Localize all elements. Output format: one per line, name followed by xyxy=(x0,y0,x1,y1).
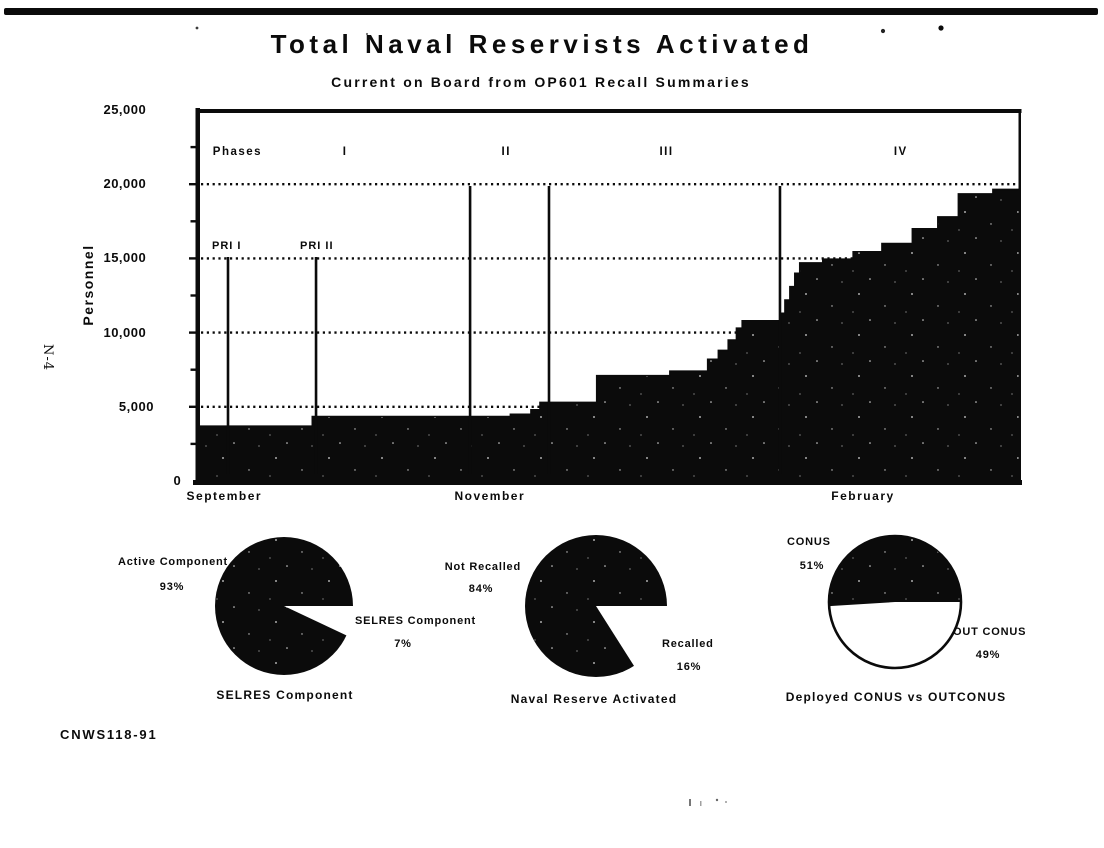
pie-3-caption: Deployed CONUS vs OUTCONUS xyxy=(785,690,1007,704)
x-axis-label-november: November xyxy=(454,489,526,503)
pie-2-label-2: Recalled xyxy=(662,638,714,650)
pie-1-slice-white xyxy=(284,606,354,636)
pie-3-label-2: OUT CONUS xyxy=(953,626,1027,638)
pie-3-slice-black xyxy=(829,536,961,607)
area-series-total-activated xyxy=(197,188,1021,482)
scan-speck xyxy=(725,801,727,803)
y-tick xyxy=(189,331,198,334)
y-tick-label-5000: 5,000 xyxy=(118,398,154,414)
side-page-number: N-4 xyxy=(40,344,55,372)
y-tick-label-15000: 15,000 xyxy=(103,250,147,266)
pie-1-caption: SELRES Component xyxy=(216,688,354,702)
pie-1-label-3: 7% xyxy=(394,638,412,650)
y-axis-line xyxy=(195,108,200,484)
y-tick-label-0: 0 xyxy=(173,473,182,488)
x-axis-line xyxy=(193,480,1022,485)
pie-3-label-0: CONUS xyxy=(787,536,831,548)
pie-3-label-1: 51% xyxy=(799,560,825,572)
y-tick-label-20000: 20,000 xyxy=(103,176,147,192)
y-tick xyxy=(190,294,198,297)
phase-label-i: I xyxy=(342,146,348,158)
scan-speck xyxy=(689,799,691,806)
scan-speck xyxy=(365,32,369,36)
scan-speck xyxy=(715,798,719,802)
footer-slide-code: CNWS118-91 xyxy=(60,727,158,742)
pie-1-label-0: Active Component xyxy=(118,556,228,568)
x-axis-label-february: February xyxy=(831,489,895,503)
plot-right-border xyxy=(1018,110,1021,482)
y-axis-title: Personnel xyxy=(80,244,96,326)
pie-3-label-3: 49% xyxy=(975,649,1001,661)
x-axis-label-september: September xyxy=(186,489,263,503)
phase-label-ii: II xyxy=(501,146,511,158)
scan-speck xyxy=(938,25,944,31)
y-tick xyxy=(189,405,198,408)
plot-top-border xyxy=(195,109,1022,113)
pri-marker-label-2: PRI II xyxy=(300,240,334,252)
page-title: Total Naval Reservists Activated xyxy=(270,29,814,59)
pie-2-label-3: 16% xyxy=(676,661,702,673)
y-tick xyxy=(190,220,198,223)
scan-edge-bar xyxy=(4,8,1098,15)
y-tick xyxy=(189,183,198,186)
y-tick-label-25000: 25,000 xyxy=(103,102,147,117)
y-tick xyxy=(190,442,198,446)
phases-title: Phases xyxy=(212,146,263,158)
pie-2-label-1: 84% xyxy=(468,583,494,595)
scan-speck xyxy=(700,801,702,806)
pie-1-label-1: 93% xyxy=(159,581,185,593)
y-tick-label-10000: 10,000 xyxy=(103,324,147,340)
pie-2-caption: Naval Reserve Activated xyxy=(510,692,678,706)
pri-marker-label-1: PRI I xyxy=(212,240,242,252)
pie-2-label-0: Not Recalled xyxy=(444,561,521,573)
pie-1-label-2: SELRES Component xyxy=(355,615,476,627)
pie-2-slice-white xyxy=(596,606,668,667)
y-tick xyxy=(190,145,198,149)
scan-speck xyxy=(195,26,199,30)
scan-speck xyxy=(880,28,886,34)
phase-label-iii: III xyxy=(659,146,674,158)
y-tick xyxy=(190,368,198,371)
phase-label-iv: IV xyxy=(893,146,908,158)
page-subtitle: Current on Board from OP601 Recall Summa… xyxy=(331,74,751,90)
y-tick xyxy=(189,257,198,260)
